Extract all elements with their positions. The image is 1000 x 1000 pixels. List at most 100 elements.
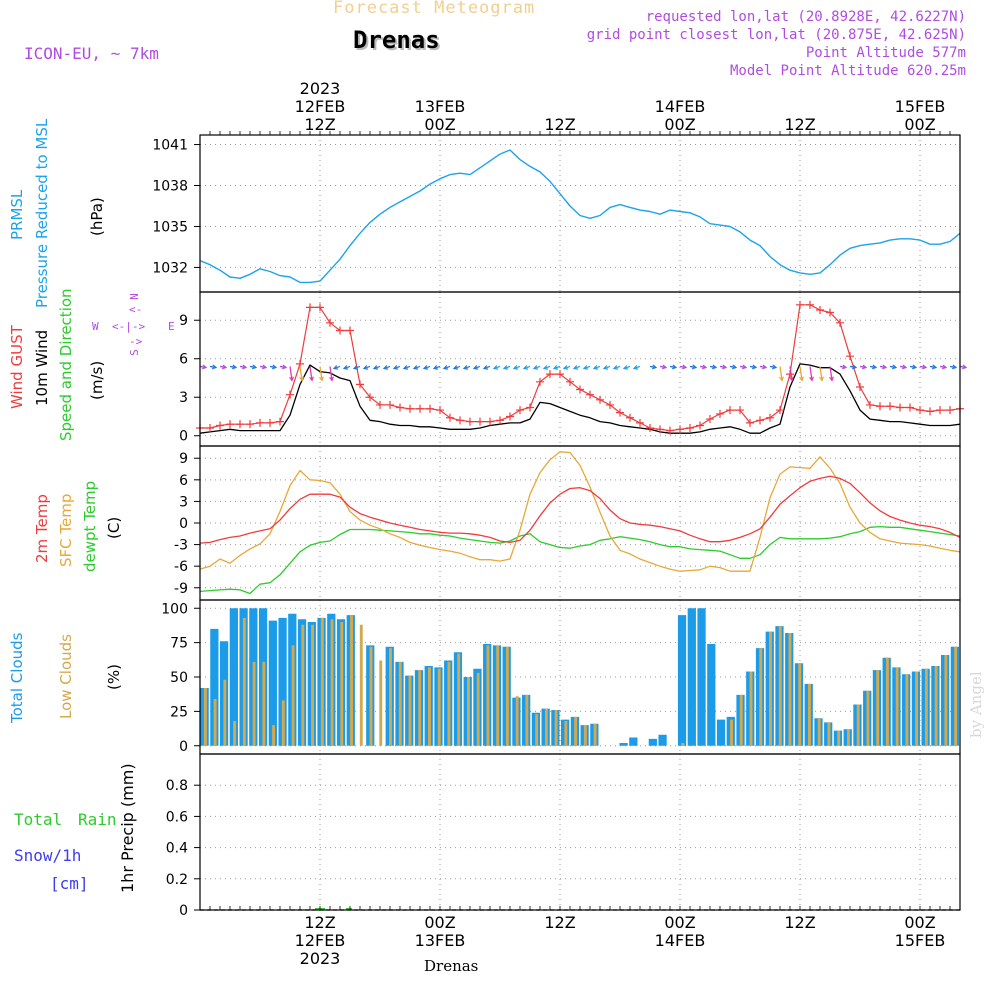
precip-ytick-label: 0.2 [166, 872, 188, 888]
wind-arrow-head [472, 365, 479, 370]
bottom-time-label: 12FEB [295, 931, 346, 950]
gust-marker [756, 416, 764, 425]
low-cloud-bar [808, 683, 811, 746]
gust-marker [356, 380, 364, 389]
wind-arrow-head [402, 365, 409, 370]
gust-marker [736, 406, 744, 415]
low-cloud-bar [544, 708, 548, 746]
top-time-label: 14FEB [655, 97, 706, 116]
gust-marker [696, 421, 704, 430]
wind-direction-arrow [789, 366, 793, 381]
low-cloud-bar [272, 725, 276, 746]
precip-total-label: Total [14, 810, 63, 829]
sfc-temp-line [199, 451, 961, 572]
compass-center-arrows: <-|-> [112, 320, 146, 333]
wind-arrow-head [632, 365, 639, 370]
gust-marker [366, 393, 374, 402]
wind-direction-arrow [779, 366, 783, 381]
low-cloud-bar [681, 743, 685, 746]
gust-marker [876, 402, 884, 411]
top-time-label: 12Z [784, 115, 815, 134]
low-cloud-bar [350, 615, 353, 746]
wind-arrow-head [462, 365, 469, 370]
top-time-label: 00Z [424, 115, 455, 134]
gust-marker [866, 400, 874, 409]
low-cloud-bar [535, 714, 539, 746]
total-cloud-bar [229, 608, 238, 746]
wind-direction-arrow [299, 366, 303, 381]
wind-speed-dir-label: Speed and Direction [57, 288, 75, 441]
wind-arrow-head [342, 365, 349, 370]
low-cloud-bar [408, 675, 412, 746]
gust-marker [826, 308, 834, 317]
low-cloud-bar [291, 645, 295, 746]
gust-marker [446, 413, 454, 422]
low-cloud-bar [330, 619, 334, 746]
temp-2m-line [199, 475, 961, 544]
wind-unit: (m/s) [88, 360, 106, 400]
precip-snow-unit: [cm] [50, 874, 89, 893]
pressure-ytick-label: 1041 [152, 138, 188, 154]
gust-marker [226, 420, 234, 429]
gust-marker [596, 395, 604, 404]
gust-marker [716, 409, 724, 418]
gust-marker [336, 326, 344, 335]
cloud-ytick-label: 75 [170, 636, 188, 652]
gust-marker [206, 424, 214, 433]
wind-arrow-head [682, 364, 688, 370]
temp-ytick-label: 6 [179, 473, 188, 489]
tick-label-layer: 1032 1035 1038 1041 0 3 6 9 -9 -6 -3 0 3 6 9 0 25 50 75 100… [152, 79, 945, 968]
wind-arrow-head [692, 364, 698, 370]
pressure-ytick-label: 1035 [152, 219, 188, 235]
compass-e: E [168, 320, 175, 333]
wind-arrow-head [282, 364, 288, 370]
low-cloud-bar [574, 716, 578, 746]
gust-marker [726, 406, 734, 415]
pressure-unit: (hPa) [88, 197, 106, 236]
low-cloud-bar [242, 617, 246, 746]
data-layer [196, 149, 968, 911]
low-cloud-bar [252, 661, 256, 746]
low-cloud-bar [846, 729, 850, 746]
total-cloud-bar [619, 743, 628, 746]
low-cloud-bar [954, 646, 958, 746]
gust-marker [576, 385, 584, 394]
wind-arrow-head [352, 365, 359, 370]
wind-arrow-head [962, 364, 968, 370]
wind-arrow-head [212, 364, 218, 370]
temp-dewpt-label: dewpt Temp [81, 480, 99, 572]
gust-marker [236, 420, 244, 429]
wind-ytick-label: 0 [179, 429, 188, 445]
wind-arrow-head [842, 364, 848, 370]
gust-marker [616, 408, 624, 417]
requested-coords: requested lon,lat (20.8928E, 42.6227N) [645, 9, 966, 25]
low-cloud-bar [418, 670, 422, 746]
compass-w: W [92, 320, 99, 333]
low-cloud-bar [466, 677, 470, 746]
model-altitude: Model Point Altitude 620.25m [729, 63, 966, 79]
low-cloud-bar [778, 626, 782, 746]
top-time-label: 13FEB [415, 97, 466, 116]
wind-direction-arrow [289, 366, 293, 381]
gust-marker [426, 404, 434, 413]
gust-marker [456, 416, 464, 425]
low-cloud-bar [320, 617, 324, 746]
low-cloud-bar [817, 718, 821, 746]
temp-unit: (C) [105, 516, 123, 539]
low-cloud-bar [369, 646, 373, 746]
wind-arrow-head [299, 376, 304, 382]
low-cloud-bar [730, 719, 733, 746]
total-cloud-bar [210, 628, 219, 746]
compass-up-arrow: <- [129, 303, 143, 316]
wind-arrow-head [452, 365, 459, 370]
wind-arrow-head [532, 365, 539, 370]
wind-arrow-head [362, 365, 369, 370]
low-cloud-bar [564, 721, 568, 746]
gust-marker [636, 418, 644, 427]
total-cloud-bar [278, 617, 287, 746]
gust-marker [646, 424, 654, 433]
precip-ytick-label: 0 [179, 903, 188, 919]
gust-marker [386, 400, 394, 409]
gust-marker [586, 390, 594, 399]
low-cloud-bar [788, 633, 792, 746]
